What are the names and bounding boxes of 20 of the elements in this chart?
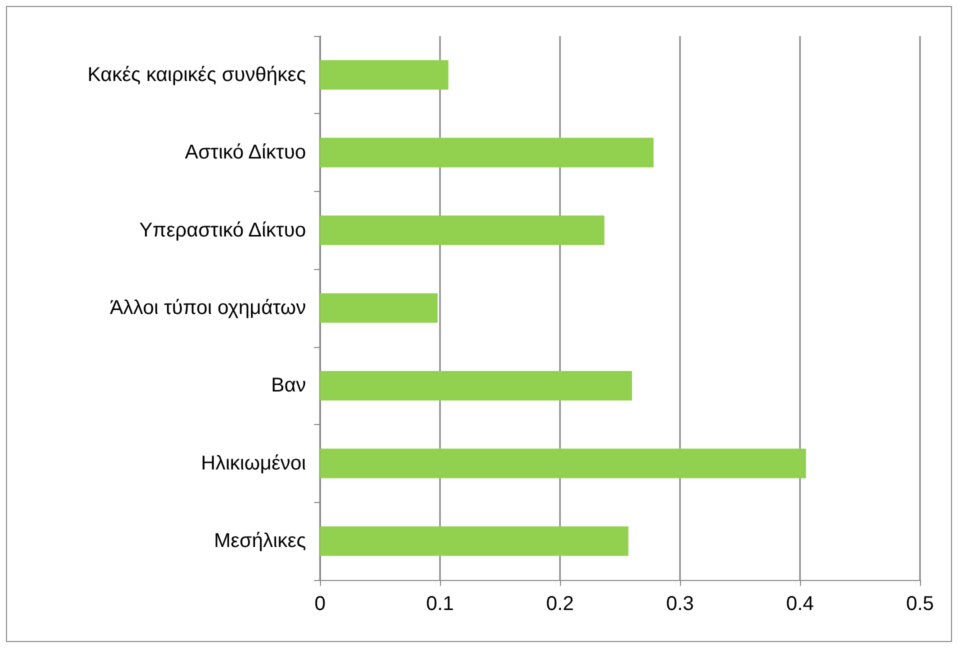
x-tick-label: 0.2 xyxy=(546,593,574,615)
bar xyxy=(320,216,604,246)
x-tick-label: 0 xyxy=(314,593,326,615)
y-tick-label: Ηλικιωμένοι xyxy=(201,452,306,474)
bar xyxy=(320,293,438,323)
bar xyxy=(320,370,632,400)
y-tick-label: Αστικό Δίκτυο xyxy=(184,142,306,164)
x-tick-label: 0.4 xyxy=(786,593,814,615)
y-tick-label: Βαν xyxy=(271,374,306,397)
bar xyxy=(320,138,654,168)
y-tick-label: Μεσήλικες xyxy=(214,530,306,552)
bar xyxy=(320,60,448,90)
y-tick-label: Υπεραστικό Δίκτυο xyxy=(139,219,306,242)
y-tick-label: Άλλοι τύποι οχημάτων xyxy=(110,297,306,319)
x-tick-label: 0.1 xyxy=(426,593,454,615)
bar xyxy=(320,448,806,478)
bar xyxy=(320,526,628,556)
y-tick-label: Κακές καιρικές συνθήκες xyxy=(87,64,306,86)
x-tick-label: 0.5 xyxy=(906,593,934,615)
x-tick-label: 0.3 xyxy=(666,593,694,615)
